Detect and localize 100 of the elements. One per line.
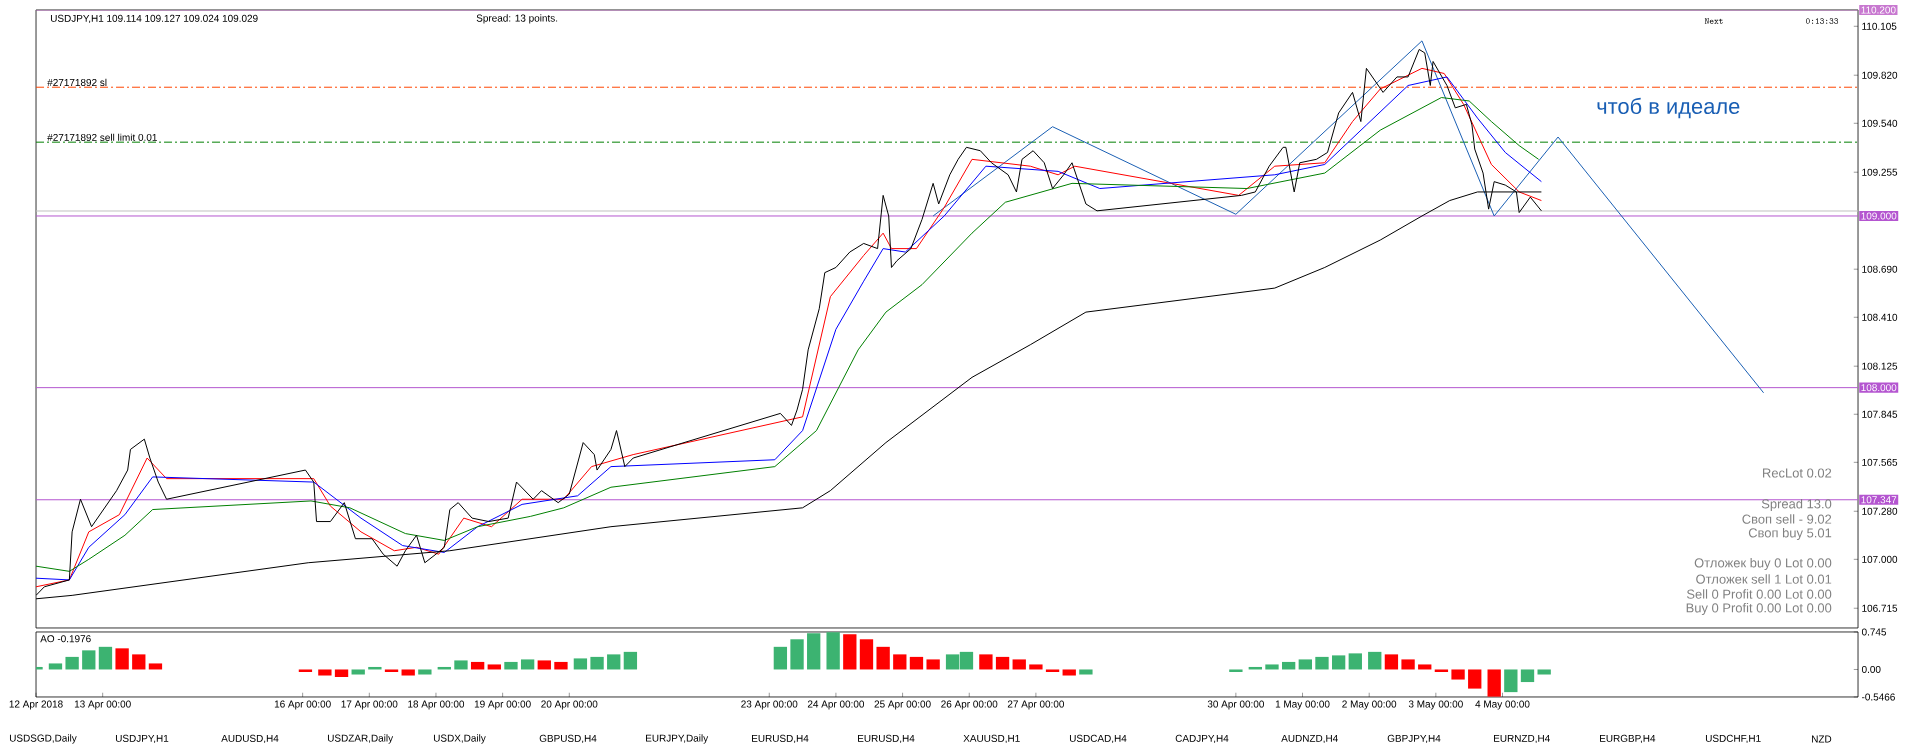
bar [401,669,415,676]
chart-title: AO -0.1976 [40,635,91,643]
chart-subtitle: Spread: 13 points. [476,14,558,24]
y-tick-label: 106.715 [1862,604,1898,612]
y-tick-label: 0.00 [1861,665,1881,673]
ref-line-label: #27171892 sl [47,78,107,87]
x-tick-label: 16 Apr 00:00 [274,700,331,710]
x-tick-label: 1 May 00:00 [1275,700,1330,710]
bar [1045,669,1060,672]
bar [1384,654,1399,670]
ref-line-label: 110.200 [1861,6,1896,14]
ref-line-label: 107.347 [1861,496,1897,504]
ref-line-label: 108.000 [1861,384,1897,392]
y-tick-label: 107.000 [1862,555,1898,563]
bar [1298,659,1312,670]
text: NZD [1812,735,1832,743]
text: EURUSD,H4 [858,734,915,744]
bar [1368,651,1382,670]
annotation: Своп buy 5.01 [1748,527,1832,541]
bar [1079,669,1093,675]
bar [1281,661,1296,670]
bar [82,650,96,670]
x-tick-label: 26 Apr 00:00 [941,700,998,710]
text: USDSGD,Daily [9,734,77,744]
bar [1029,664,1043,670]
bar [773,646,788,670]
y-tick-label: 107.280 [1862,507,1898,515]
bar [334,669,349,678]
bar [876,646,890,670]
annotation: 0:13:33 [1805,18,1839,24]
text: USDZAR,Daily [327,734,394,744]
bar [470,661,485,670]
bar [115,648,129,670]
bar [554,661,568,670]
x-tick-label: 24 Apr 00:00 [807,700,865,710]
bar [1451,669,1465,680]
annotation: Отложек sell 1 Lot 0.01 [1696,574,1832,584]
text: USDX,Daily [433,734,486,744]
x-tick-label: 27 Apr 00:00 [1007,700,1065,710]
y-tick-label: 109.255 [1862,168,1898,176]
bar [318,669,332,676]
bar [893,654,907,670]
text: AUDUSD,H4 [221,734,279,744]
bar [826,632,840,670]
text: EURUSD,H4 [752,734,809,744]
bar [1520,669,1535,683]
y-tick-label: 107.565 [1862,458,1898,466]
bar [65,656,79,670]
text: EURGBP,H4 [1600,734,1656,744]
bar [351,669,365,675]
x-tick-label: 3 May 00:00 [1408,700,1463,710]
bar [1487,669,1501,697]
bar [1468,669,1482,689]
bar [1229,669,1243,672]
bar [1331,655,1346,670]
x-tick-label: 4 May 00:00 [1475,700,1530,710]
x-tick-label: 20 Apr 00:00 [541,700,598,710]
y-tick-label: 108.690 [1862,265,1898,273]
bar [454,660,468,670]
bar [418,669,432,675]
y-tick-label: 108.410 [1862,313,1898,321]
bar [979,654,993,670]
bar [132,654,146,670]
bar [384,669,399,672]
text: USDJPY,H1 [115,734,169,744]
bar [520,659,535,670]
annotation: Next [1704,18,1723,24]
y-tick-label: 0.745 [1861,628,1887,636]
annotation: Своп sell - 9.02 [1742,514,1832,524]
chart-title: USDJPY,H1 109.114 109.127 109.024 109.029 [50,14,258,24]
text: USDCHF,H1 [1705,734,1761,744]
bar [807,633,821,670]
x-tick-label: 13 Apr 00:00 [74,700,131,710]
x-tick-label: 2 May 00:00 [1342,700,1397,710]
annotation: Sell 0 Profit 0.00 Lot 0.00 [1686,589,1832,599]
bar [909,656,924,670]
annotation: Spread 13.0 [1761,498,1832,512]
y-tick-label: 110.105 [1862,22,1897,30]
text: EURJPY,Daily [646,734,709,744]
bar [590,656,604,670]
annotation: чтоб в идеале [1597,97,1740,119]
bar [148,663,163,670]
text: GBPJPY,H4 [1387,734,1441,744]
bar [1401,659,1415,670]
text: CADJPY,H4 [1175,734,1229,744]
bar [926,659,940,670]
bar [1348,653,1362,670]
bar [1062,669,1076,676]
x-tick-label: 23 Apr 00:00 [741,700,798,710]
bar [298,669,313,672]
bar [537,660,551,670]
bar [98,646,113,670]
bar [790,639,804,670]
bar [1012,659,1026,670]
annotation: Buy 0 Profit 0.00 Lot 0.00 [1686,602,1832,616]
bar [1315,656,1329,670]
bar [607,654,621,670]
text: AUDNZD,H4 [1281,734,1338,744]
x-tick-label: 19 Apr 00:00 [474,700,531,710]
bar [48,663,63,670]
